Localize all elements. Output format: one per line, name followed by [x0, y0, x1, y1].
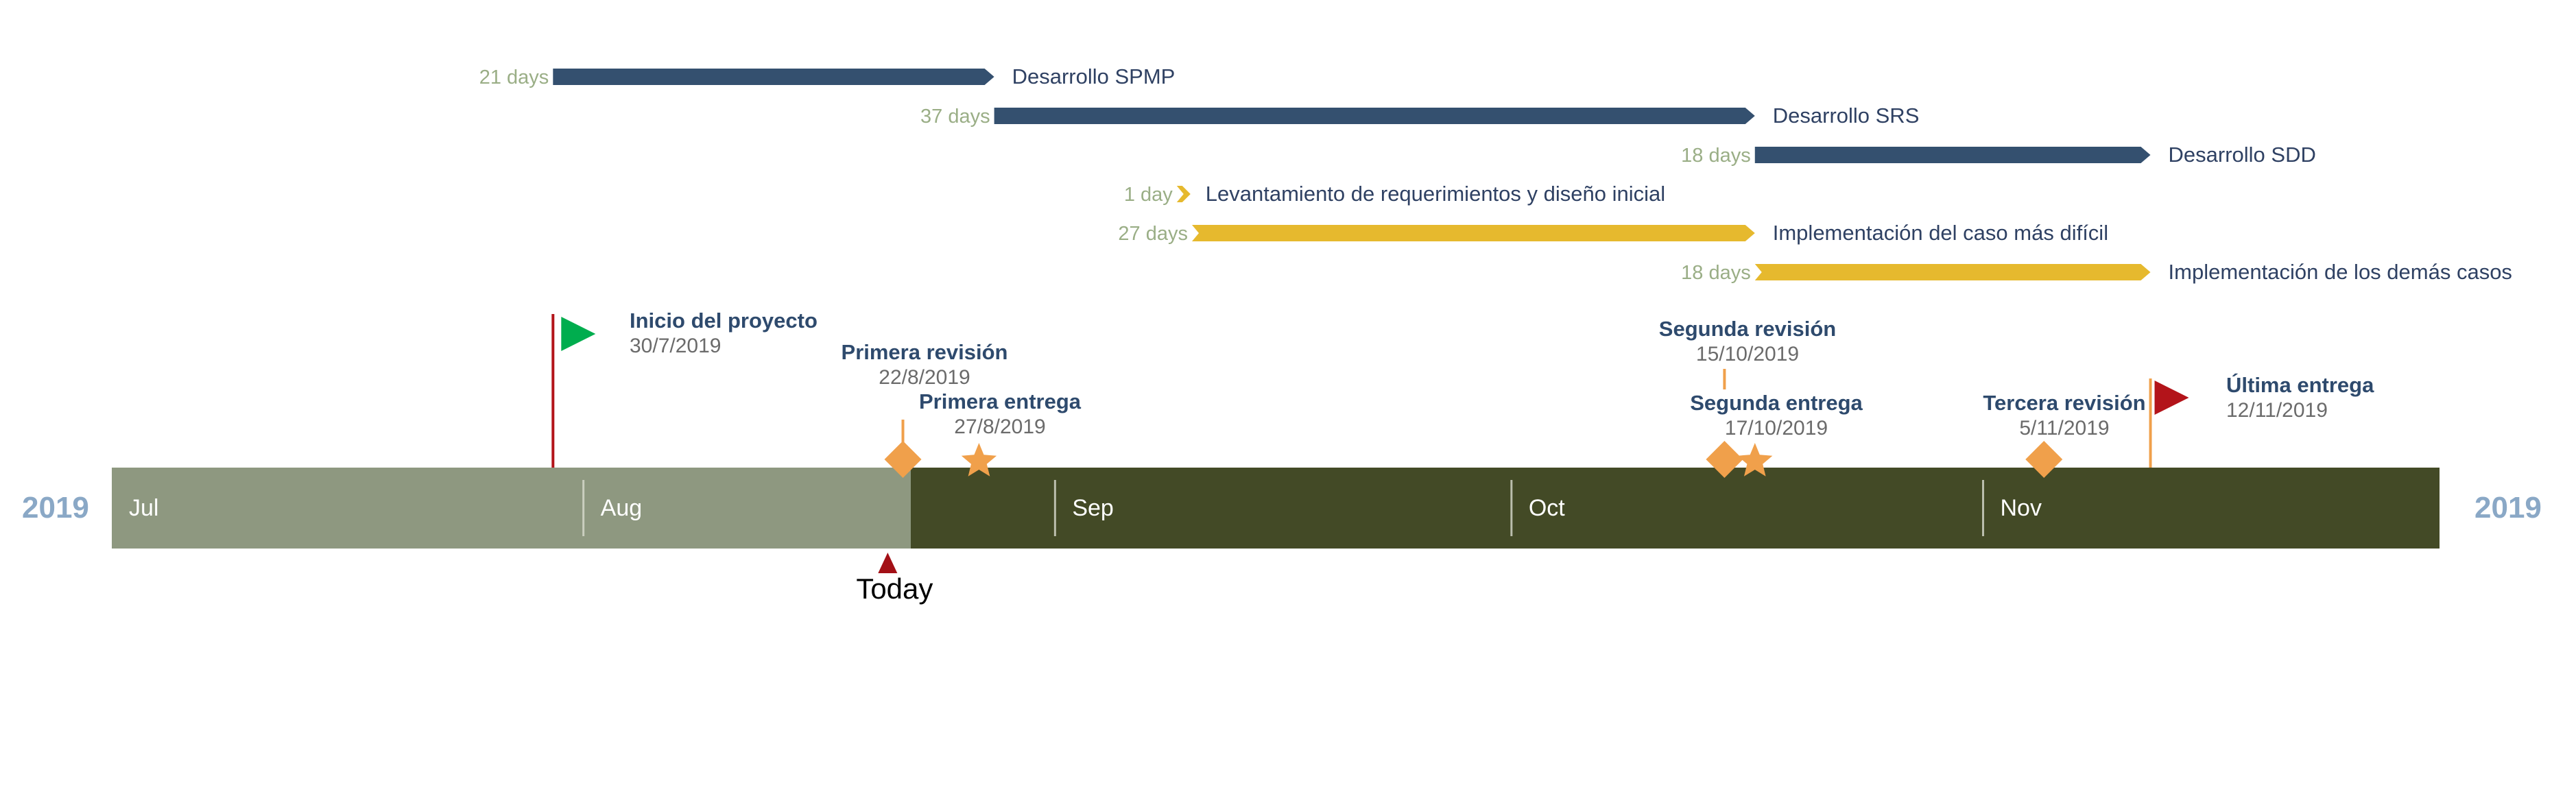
task-name-label: Desarrollo SRS	[1773, 104, 1920, 128]
task-duration-label: 18 days	[1681, 262, 1751, 284]
task-duration-label: 18 days	[1681, 145, 1751, 167]
month-label: Sep	[1072, 495, 1114, 521]
milestone-title: Segunda entrega	[1690, 391, 1863, 415]
milestone-date: 12/11/2019	[2226, 399, 2328, 422]
red-flag-icon	[2154, 381, 2189, 415]
task-name-label: Levantamiento de requerimientos y diseño…	[1206, 182, 1665, 206]
task-bars: 21 days Desarrollo SPMP 37 days Desarrollo …	[479, 64, 2512, 284]
milestone-title: Tercera revisión	[1983, 391, 2145, 415]
task-duration-label: 21 days	[479, 67, 549, 88]
timeline-elapsed-band	[112, 468, 911, 549]
milestone-title: Última entrega	[2226, 372, 2374, 397]
task-name-label: Implementación del caso más difícil	[1773, 221, 2108, 245]
milestone-title: Inicio del proyecto	[630, 309, 818, 333]
month-ticks: Jul Aug Sep Oct Nov	[129, 480, 2042, 536]
month-label: Jul	[129, 495, 158, 521]
year-right-label: 2019	[2474, 491, 2542, 525]
task-bar	[1191, 225, 1755, 241]
task-bar	[1176, 186, 1191, 202]
star-icon	[1737, 443, 1773, 477]
task-duration-label: 1 day	[1124, 184, 1173, 206]
task-bar	[553, 69, 994, 85]
today-marker-icon	[878, 553, 898, 573]
milestone-date: 30/7/2019	[630, 335, 721, 357]
task-bar	[1754, 264, 2151, 280]
milestone-title: Primera revisión	[842, 340, 1008, 364]
today-label: Today	[856, 573, 933, 605]
task-name-label: Desarrollo SPMP	[1012, 64, 1176, 88]
star-icon	[961, 443, 997, 477]
milestone-date: 15/10/2019	[1696, 343, 1799, 365]
timeline-remaining-band	[911, 468, 2440, 549]
diamond-icon	[884, 441, 922, 478]
milestone-date: 17/10/2019	[1725, 417, 1828, 439]
diamond-icon	[2025, 441, 2063, 478]
milestone-title: Primera entrega	[919, 389, 1082, 413]
green-flag-icon	[561, 317, 596, 351]
milestone-date: 27/8/2019	[954, 415, 1045, 438]
task-duration-label: 37 days	[920, 106, 990, 128]
milestone-title: Segunda revisión	[1659, 317, 1836, 341]
milestone-date: 5/11/2019	[2019, 417, 2109, 439]
task-bar	[1754, 147, 2151, 163]
year-left-label: 2019	[22, 491, 89, 525]
task-duration-label: 27 days	[1118, 223, 1188, 245]
milestone-date: 22/8/2019	[879, 366, 970, 389]
month-label: Oct	[1529, 495, 1565, 521]
task-name-label: Desarrollo SDD	[2169, 143, 2316, 167]
task-bar	[994, 108, 1755, 124]
month-label: Aug	[601, 495, 643, 521]
diamond-icon	[1706, 441, 1743, 478]
month-label: Nov	[2001, 495, 2042, 521]
task-name-label: Implementación de los demás casos	[2169, 260, 2512, 284]
